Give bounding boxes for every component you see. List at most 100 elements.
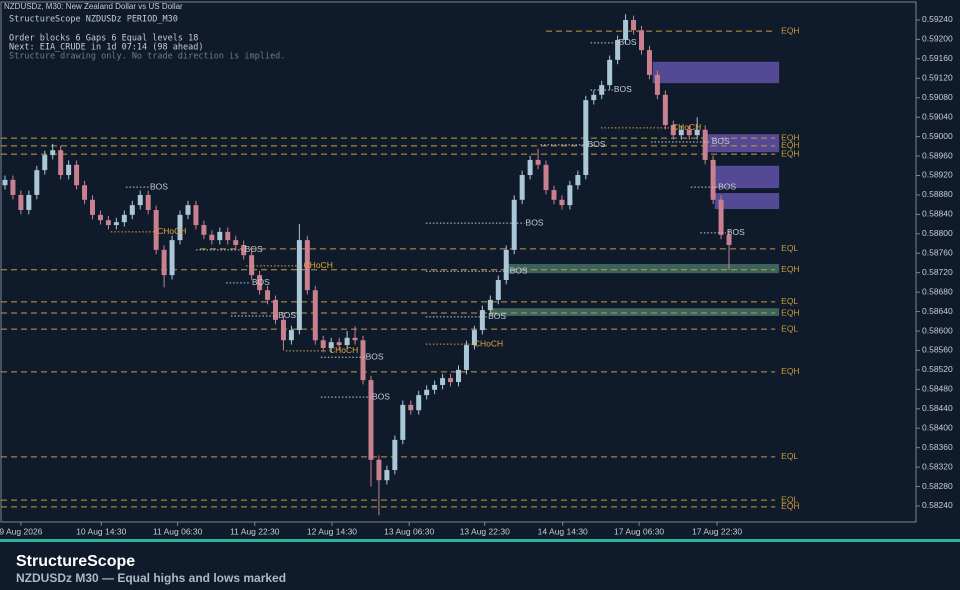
candle-body xyxy=(615,39,621,60)
candle-body xyxy=(66,164,72,176)
candle-body xyxy=(726,234,732,245)
candle-body xyxy=(416,395,422,411)
x-tick-label: 11 Aug 06:30 xyxy=(153,526,203,536)
order-block xyxy=(710,165,780,189)
candle-body xyxy=(376,459,382,481)
candle-body xyxy=(646,50,652,75)
candle-body xyxy=(145,194,151,210)
x-tick-label: 12 Aug 14:30 xyxy=(307,526,357,536)
y-tick-label: 0.59000 xyxy=(922,131,953,141)
y-tick-label: 0.59240 xyxy=(922,14,953,24)
gap-zone xyxy=(490,308,780,316)
structure-label: BOS xyxy=(252,277,270,287)
x-tick-label: 17 Aug 06:30 xyxy=(614,526,664,536)
structure-label: BOS xyxy=(278,310,296,320)
candle-body xyxy=(408,404,414,411)
footer-title: StructureScope xyxy=(16,553,135,570)
y-tick-label: 0.58280 xyxy=(922,481,953,491)
candle-body xyxy=(328,342,334,349)
candle-body xyxy=(559,199,565,206)
y-tick-label: 0.58240 xyxy=(922,500,953,510)
order-block xyxy=(706,134,780,153)
order-block xyxy=(652,61,780,84)
candle-body xyxy=(479,310,485,331)
candle-body xyxy=(527,159,533,176)
y-tick-label: 0.58480 xyxy=(922,384,953,394)
y-tick-label: 0.58520 xyxy=(922,364,953,374)
y-tick-label: 0.58760 xyxy=(922,248,953,258)
structure-label: BOS xyxy=(372,391,390,401)
info-line: Next: EIA_CRUDE in 1d 07:14 (98 ahead) xyxy=(9,43,203,53)
y-tick-label: 0.58360 xyxy=(922,442,953,452)
y-tick-label: 0.59120 xyxy=(922,73,953,83)
candle-body xyxy=(591,94,597,101)
candle-body xyxy=(18,194,24,210)
level-label: EQH xyxy=(781,366,799,376)
structure-label: CHoCH xyxy=(157,226,186,236)
candle-body xyxy=(535,159,541,165)
structure-label: CHoCH xyxy=(672,122,701,132)
candle-body xyxy=(662,94,668,125)
candle-body xyxy=(400,404,406,440)
structure-label: BOS xyxy=(245,244,263,254)
y-tick-label: 0.59080 xyxy=(922,92,953,102)
level-label: EQL xyxy=(781,323,798,333)
candle-body xyxy=(344,337,350,346)
candle-body xyxy=(718,199,724,235)
y-tick-label: 0.58640 xyxy=(922,306,953,316)
candle-body xyxy=(710,159,716,200)
candle-body xyxy=(607,59,613,86)
candle-body xyxy=(137,194,143,206)
candle-body xyxy=(654,74,660,95)
y-tick-label: 0.58800 xyxy=(922,228,953,238)
candle-body xyxy=(519,175,525,200)
candle-body xyxy=(456,369,461,383)
y-tick-label: 0.58720 xyxy=(922,267,953,277)
candle-body xyxy=(352,337,358,341)
x-tick-label: 9 Aug 2026 xyxy=(0,526,43,536)
note: Structure drawing only. No trade directi… xyxy=(9,52,285,62)
gap-zone xyxy=(505,263,780,274)
candle-body xyxy=(336,342,342,346)
y-tick-label: 0.59040 xyxy=(922,111,953,121)
symbol-title: NZDUSDz, M30: New Zealand Dollar vs US D… xyxy=(4,2,183,11)
candle-body xyxy=(296,240,302,331)
candle-body xyxy=(567,185,573,206)
plot-frame xyxy=(0,1,917,523)
level-label: EQH xyxy=(781,148,799,158)
candle-body xyxy=(424,389,430,396)
candle-body xyxy=(177,214,183,241)
level-label: EQH xyxy=(781,140,799,150)
footer-subtitle: NZDUSDz M30 — Equal highs and lows marke… xyxy=(16,571,286,585)
candle-body xyxy=(432,384,438,390)
info-line: Order blocks 6 Gaps 6 Equal levels 18 xyxy=(9,34,198,44)
structure-label: BOS xyxy=(366,352,384,362)
structure-label: BOS xyxy=(588,139,606,149)
candle-body xyxy=(471,330,477,346)
y-tick-label: 0.58960 xyxy=(922,150,953,160)
candle-body xyxy=(153,210,159,250)
candle-body xyxy=(185,205,191,215)
candle-body xyxy=(503,249,509,280)
candle-body xyxy=(670,124,676,136)
candle-body xyxy=(217,231,223,241)
structure-label: CHoCH xyxy=(329,345,358,355)
candle-body xyxy=(288,330,294,341)
candle-body xyxy=(169,240,175,276)
candle-body xyxy=(623,19,629,40)
candle-body xyxy=(686,129,692,136)
structure-label: BOS xyxy=(510,265,528,275)
candle-body xyxy=(105,220,111,226)
candle-body xyxy=(463,345,469,370)
candle-body xyxy=(129,205,135,215)
structure-label: CHoCH xyxy=(474,338,503,348)
structure-label: BOS xyxy=(150,181,168,191)
y-tick-label: 0.58840 xyxy=(922,209,953,219)
candle-body xyxy=(26,194,32,210)
y-tick-label: 0.58560 xyxy=(922,345,953,355)
level-label: EQH xyxy=(781,25,799,35)
candle-body xyxy=(233,240,239,245)
candle-body xyxy=(639,30,644,51)
candle-body xyxy=(113,222,119,226)
